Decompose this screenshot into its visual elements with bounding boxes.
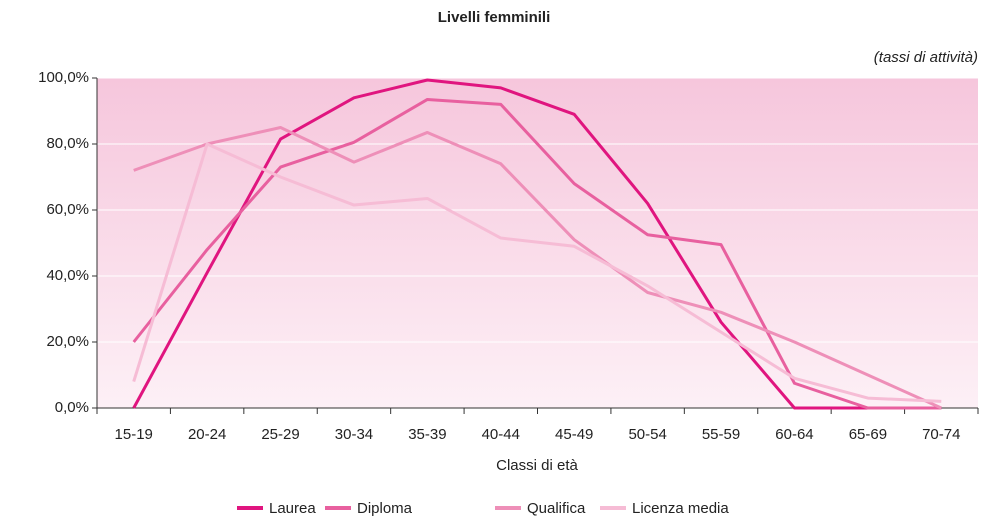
legend-label: Licenza media: [632, 500, 729, 517]
legend-label: Diploma: [357, 500, 413, 517]
series-line: [133, 126, 942, 410]
x-tick-label: 50-54: [628, 426, 666, 443]
x-tick-label: 45-49: [555, 426, 593, 443]
x-tick-label: 35-39: [408, 426, 446, 443]
x-tick-label: 40-44: [482, 426, 520, 443]
y-tick-label: 80,0%: [46, 135, 89, 152]
series-line: [132, 142, 942, 403]
x-tick-label: 20-24: [188, 426, 226, 443]
series-line: [132, 78, 942, 410]
y-tick-label: 0,0%: [55, 399, 89, 416]
legend-label: Qualifica: [527, 500, 586, 517]
chart-title: Livelli femminili: [438, 9, 551, 26]
y-tick-label: 60,0%: [46, 201, 89, 218]
chart-subtitle: (tassi di attività): [874, 49, 978, 66]
x-tick-label: 55-59: [702, 426, 740, 443]
legend-label: Laurea: [269, 500, 316, 517]
series-line: [132, 97, 942, 410]
x-tick-label: 30-34: [335, 426, 373, 443]
x-tick-label: 70-74: [922, 426, 960, 443]
x-axis-title: Classi di età: [496, 457, 578, 474]
y-tick-label: 100,0%: [38, 69, 89, 86]
x-tick-label: 60-64: [775, 426, 813, 443]
y-tick-label: 40,0%: [46, 267, 89, 284]
y-tick-label: 20,0%: [46, 333, 89, 350]
x-tick-label: 15-19: [115, 426, 153, 443]
x-tick-label: 65-69: [849, 426, 887, 443]
x-tick-label: 25-29: [261, 426, 299, 443]
